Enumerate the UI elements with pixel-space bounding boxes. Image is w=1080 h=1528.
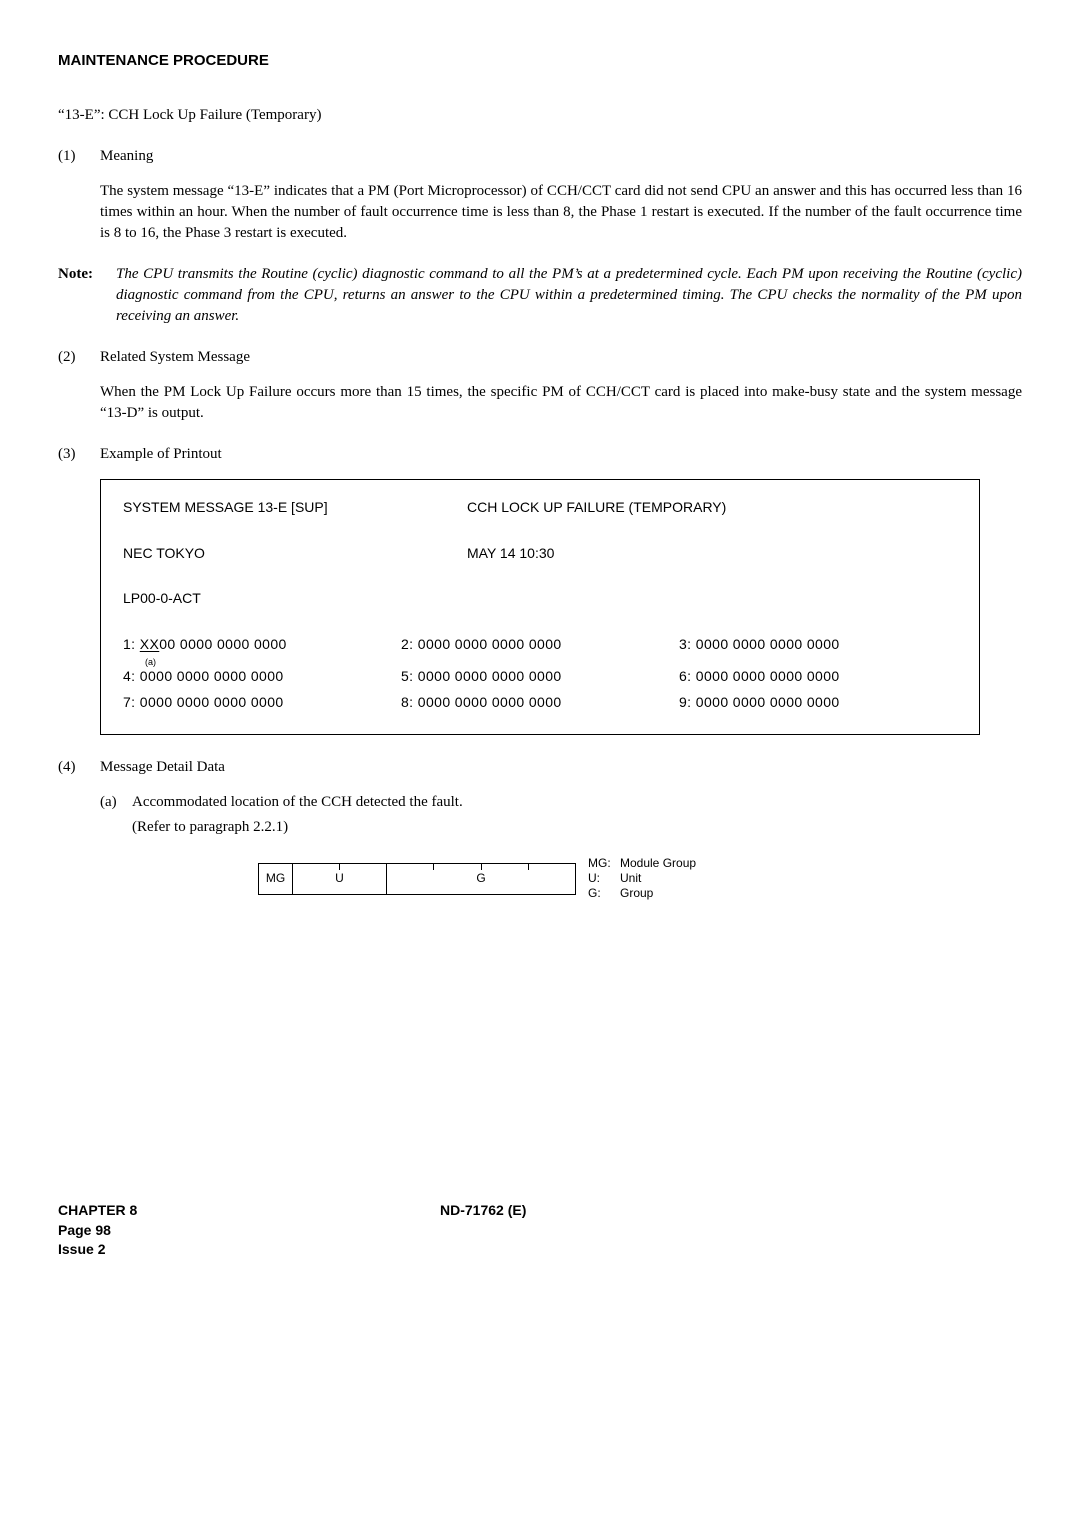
data-cell: 8: 0000 0000 0000 0000 [401, 693, 679, 713]
bitfield-box: MG U G [258, 863, 576, 895]
legend-val: Module Group [620, 856, 696, 871]
item-label: Message Detail Data [100, 757, 225, 778]
bitfield-u: U [293, 864, 387, 894]
printout-data-row: 1: XX00 0000 0000 0000 2: 0000 0000 0000… [123, 635, 957, 655]
detail-a: (a) Accommodated location of the CCH det… [100, 792, 1022, 813]
item-label: Related System Message [100, 347, 250, 368]
legend-val: Unit [620, 871, 641, 886]
printout-title-row: SYSTEM MESSAGE 13-E [SUP] CCH LOCK UP FA… [123, 498, 957, 518]
page-footer: CHAPTER 8 Page 98 Issue 2 ND-71762 (E) [58, 1201, 526, 1260]
printout-location: NEC TOKYO [123, 544, 467, 564]
data-cell: 9: 0000 0000 0000 0000 [679, 693, 957, 713]
note-body: The CPU transmits the Routine (cyclic) d… [116, 264, 1022, 327]
printout-timestamp: MAY 14 10:30 [467, 544, 554, 564]
printout-data-row: 4: 0000 0000 0000 0000 5: 0000 0000 0000… [123, 667, 957, 687]
item-related: (2) Related System Message [58, 347, 1022, 368]
item-number: (2) [58, 347, 100, 368]
printout-title-left: SYSTEM MESSAGE 13-E [SUP] [123, 498, 467, 518]
item-number: (3) [58, 444, 100, 465]
printout-data-row: 7: 0000 0000 0000 0000 8: 0000 0000 0000… [123, 693, 957, 713]
doc-subtitle: “13-E”: CCH Lock Up Failure (Temporary) [58, 105, 1022, 126]
data-cell: 3: 0000 0000 0000 0000 [679, 635, 957, 655]
printout-loc-row: NEC TOKYO MAY 14 10:30 [123, 544, 957, 564]
related-body: When the PM Lock Up Failure occurs more … [100, 382, 1022, 424]
item-number: (4) [58, 757, 100, 778]
note-block: Note: The CPU transmits the Routine (cyc… [58, 264, 1022, 327]
bitfield-u-label: U [335, 870, 344, 887]
meaning-body: The system message “13-E” indicates that… [100, 181, 1022, 244]
printout-data: 1: XX00 0000 0000 0000 2: 0000 0000 0000… [123, 635, 957, 712]
note-label: Note: [58, 264, 116, 327]
bitfield-g: G [387, 864, 575, 894]
footer-chapter: CHAPTER 8 [58, 1201, 440, 1221]
data-rest: 00 0000 0000 0000 [159, 636, 286, 652]
printout-title-right: CCH LOCK UP FAILURE (TEMPORARY) [467, 498, 726, 518]
data-prefix: 1: [123, 636, 140, 652]
data-xx: XX [140, 636, 159, 652]
data-cell: 1: XX00 0000 0000 0000 [123, 635, 401, 655]
detail-a-label: (a) [100, 792, 132, 813]
legend-key: MG: [588, 856, 620, 871]
item-label: Example of Printout [100, 444, 222, 465]
bitfield-diagram: MG U G MG:Module Group U:Unit G:Group [258, 856, 1022, 901]
data-cell: 7: 0000 0000 0000 0000 [123, 693, 401, 713]
data-cell: 2: 0000 0000 0000 0000 [401, 635, 679, 655]
item-number: (1) [58, 146, 100, 167]
item-printout: (3) Example of Printout [58, 444, 1022, 465]
printout-lp: LP00-0-ACT [123, 589, 957, 609]
section-header: MAINTENANCE PROCEDURE [58, 50, 1022, 71]
item-label: Meaning [100, 146, 153, 167]
bitfield-ticks [293, 864, 386, 870]
detail-a-ref: (Refer to paragraph 2.2.1) [132, 817, 1022, 838]
printout-box: SYSTEM MESSAGE 13-E [SUP] CCH LOCK UP FA… [100, 479, 980, 735]
item-meaning: (1) Meaning [58, 146, 1022, 167]
bitfield-mg: MG [259, 864, 293, 894]
data-cell: 6: 0000 0000 0000 0000 [679, 667, 957, 687]
data-cell: 5: 0000 0000 0000 0000 [401, 667, 679, 687]
footer-doc: ND-71762 (E) [440, 1201, 526, 1260]
bitfield-ticks [387, 864, 575, 870]
legend-val: Group [620, 886, 653, 901]
bitfield-g-label: G [476, 870, 485, 887]
bitfield-legend: MG:Module Group U:Unit G:Group [588, 856, 696, 901]
item-detail: (4) Message Detail Data [58, 757, 1022, 778]
footer-page: Page 98 [58, 1221, 440, 1241]
detail-a-text: Accommodated location of the CCH detecte… [132, 792, 463, 813]
data-cell: 4: 0000 0000 0000 0000 [123, 667, 401, 687]
legend-key: G: [588, 886, 620, 901]
legend-key: U: [588, 871, 620, 886]
footer-issue: Issue 2 [58, 1240, 440, 1260]
